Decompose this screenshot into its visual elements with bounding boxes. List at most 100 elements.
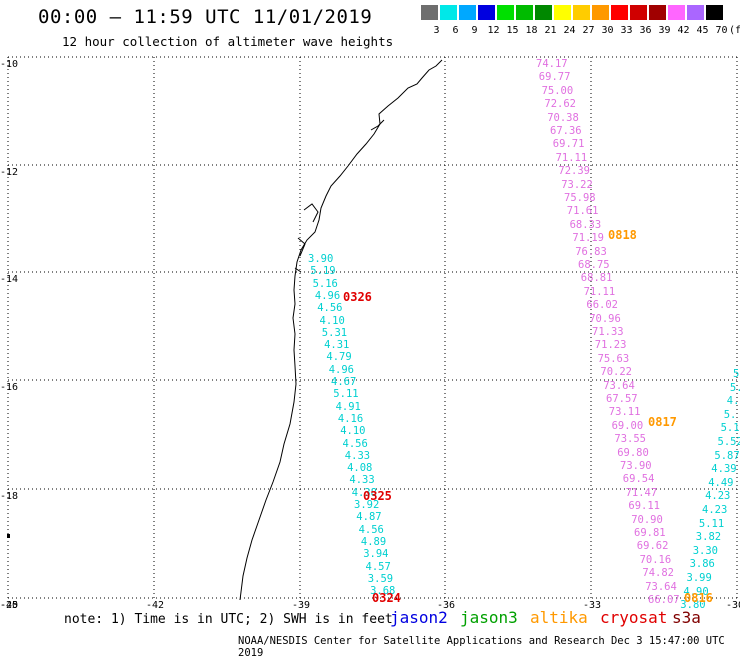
cyan-track-value: 5.19 <box>310 265 335 277</box>
latitude-label: -16 <box>0 382 18 393</box>
right-track-value: 3.86 <box>690 558 715 570</box>
pink-track-value: 71.33 <box>592 326 624 338</box>
pink-track-value: 73.55 <box>614 433 646 445</box>
pink-track-value: 69.81 <box>634 527 666 539</box>
pink-track-value: 69.71 <box>553 138 585 150</box>
pink-track-value: 72.39 <box>558 165 590 177</box>
pink-track-value: 67.36 <box>550 125 582 137</box>
cyan-track-value: 4.96 <box>315 290 340 302</box>
cyan-track-value: 4.91 <box>336 401 361 413</box>
pink-track-value: 69.00 <box>612 420 644 432</box>
footer-credit: NOAA/NESDIS Center for Satellite Applica… <box>238 635 740 659</box>
pink-track-value: 69.11 <box>628 500 660 512</box>
cyan-track-value: 4.10 <box>340 425 365 437</box>
right-track-value: 5. <box>730 382 740 394</box>
pink-track-value: 73.64 <box>645 581 677 593</box>
pass-time-label: 0816 <box>684 591 713 605</box>
footer-note: note: 1) Time is in UTC; 2) SWH is in fe… <box>64 612 393 627</box>
pink-track-value: 70.38 <box>547 112 579 124</box>
pink-track-value: 73.90 <box>620 460 652 472</box>
cyan-track-value: 3.94 <box>363 548 388 560</box>
right-track-value: 3.30 <box>693 545 718 557</box>
right-track-value: 5.11 <box>699 518 724 530</box>
pink-track-value: 73.11 <box>609 406 641 418</box>
cyan-track-value: 4.79 <box>326 351 351 363</box>
longitude-label: -39 <box>292 600 310 611</box>
longitude-label: -42 <box>146 600 164 611</box>
latitude-label: -12 <box>0 167 18 178</box>
pink-track-value: 71.11 <box>556 152 588 164</box>
pink-track-value: 71.23 <box>595 339 627 351</box>
pink-track-value: 75.00 <box>542 85 574 97</box>
right-track-value: 3.82 <box>696 531 721 543</box>
right-track-value: 5.52 <box>718 436 740 448</box>
pink-track-value: 70.16 <box>640 554 672 566</box>
right-track-value: 5.87 <box>714 450 739 462</box>
cyan-track-value: 4.56 <box>359 524 384 536</box>
pink-track-value: 66.07 <box>648 594 680 606</box>
cyan-track-value: 5.11 <box>333 388 358 400</box>
pink-track-value: 70.22 <box>600 366 632 378</box>
cyan-track-value: 4.33 <box>345 450 370 462</box>
pink-track-value: 71.19 <box>572 232 604 244</box>
pass-time-label: 0818 <box>608 228 637 242</box>
pass-time-label: 0326 <box>343 290 372 304</box>
pink-track-value: 72.62 <box>544 98 576 110</box>
cyan-track-value: 4.56 <box>343 438 368 450</box>
pink-track-value: 74.17 <box>536 58 568 70</box>
satellite-legend-jason2: jason2 <box>390 608 448 627</box>
right-track-value: 4.49 <box>708 477 733 489</box>
pink-track-value: 74.82 <box>642 567 674 579</box>
pink-track-value: 70.90 <box>631 514 663 526</box>
cyan-track-value: 5.31 <box>322 327 347 339</box>
latitude-label: -18 <box>0 491 18 502</box>
right-track-value: 3.99 <box>687 572 712 584</box>
cyan-track-value: 4.08 <box>347 462 372 474</box>
cyan-track-value: 4.87 <box>356 511 381 523</box>
cyan-track-value: 4.56 <box>317 302 342 314</box>
satellite-legend-s3a: s3a <box>672 608 701 627</box>
pink-track-value: 67.57 <box>606 393 638 405</box>
coastline-inlet <box>295 120 384 272</box>
pink-track-value: 66.02 <box>586 299 618 311</box>
longitude-label: -45 <box>0 600 18 611</box>
cyan-track-value: 4.16 <box>338 413 363 425</box>
right-track-value: 4.39 <box>711 463 736 475</box>
pink-track-value: 73.64 <box>603 380 635 392</box>
pink-track-value: 76.83 <box>575 246 607 258</box>
right-track-value: 5. <box>724 409 737 421</box>
pink-track-value: 75.98 <box>564 192 596 204</box>
cyan-track-value: 4.89 <box>361 536 386 548</box>
right-track-value: 5.1 <box>721 422 740 434</box>
cyan-track-value: 4.57 <box>366 561 391 573</box>
cyan-track-value: 4.67 <box>331 376 356 388</box>
cyan-track-value: 4.10 <box>320 315 345 327</box>
right-track-value: 4.23 <box>705 490 730 502</box>
pass-time-label: 0325 <box>363 489 392 503</box>
pink-track-value: 68.33 <box>570 219 602 231</box>
longitude-label: -30 <box>726 600 740 611</box>
pass-time-label: 0324 <box>372 591 401 605</box>
pink-track-value: 69.54 <box>623 473 655 485</box>
pink-track-value: 69.77 <box>539 71 571 83</box>
pink-track-value: 71.11 <box>584 286 616 298</box>
pink-track-value: 68.81 <box>581 272 613 284</box>
pink-track-value: 75.63 <box>598 353 630 365</box>
satellite-legend-cryosat: cryosat <box>600 608 667 627</box>
right-track-value: 4.23 <box>702 504 727 516</box>
pink-track-value: 69.62 <box>637 540 669 552</box>
cyan-track-value: 3.59 <box>368 573 393 585</box>
right-track-value: 4. <box>727 395 740 407</box>
latitude-label: -10 <box>0 59 18 70</box>
latitude-label: -14 <box>0 274 18 285</box>
pink-track-value: 69.80 <box>617 447 649 459</box>
island-marker <box>7 534 10 538</box>
cyan-track-value: 4.31 <box>324 339 349 351</box>
cyan-track-value: 5.16 <box>313 278 338 290</box>
right-track-value: 5. <box>733 368 740 380</box>
cyan-track-value: 4.96 <box>329 364 354 376</box>
pass-time-label: 0817 <box>648 415 677 429</box>
cyan-track-value: 4.33 <box>349 474 374 486</box>
satellite-legend-jason3: jason3 <box>460 608 518 627</box>
pink-track-value: 68.75 <box>578 259 610 271</box>
